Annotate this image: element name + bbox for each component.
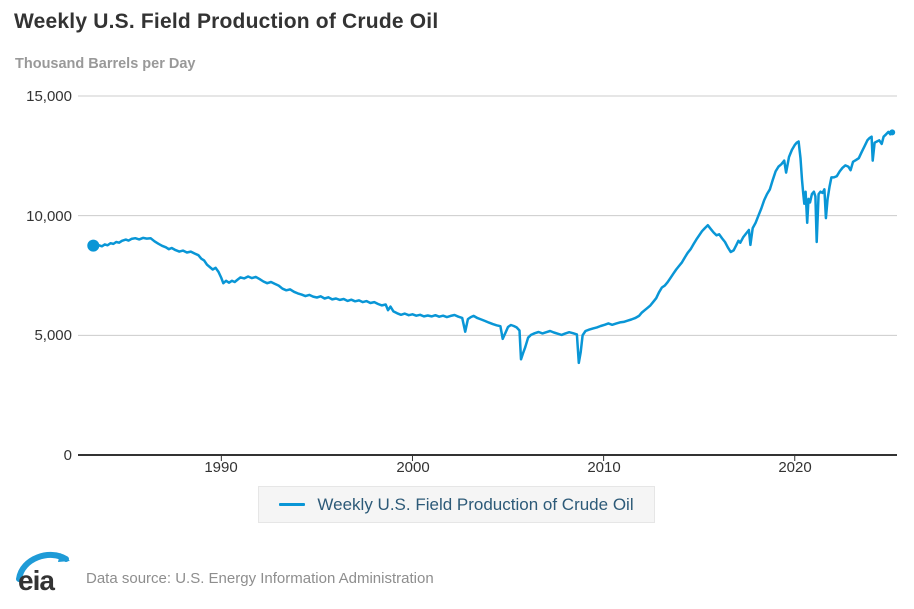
gridlines	[78, 95, 897, 456]
legend-line-swatch	[279, 503, 306, 506]
legend-item[interactable]: Weekly U.S. Field Production of Crude Oi…	[258, 486, 655, 523]
axis-tickmarks	[220, 455, 796, 461]
x-tick-label-1990: 1990	[204, 459, 238, 476]
y-tick-label-0: 0	[63, 447, 72, 464]
legend-label: Weekly U.S. Field Production of Crude Oi…	[317, 494, 634, 514]
series-end-marker	[889, 129, 896, 136]
eia-logo-text: eia	[18, 565, 55, 594]
x-tick-label-2020: 2020	[778, 459, 812, 476]
series-line[interactable]	[92, 130, 894, 365]
page-title: Weekly U.S. Field Production of Crude Oi…	[14, 10, 439, 33]
data-source-text: Data source: U.S. Energy Information Adm…	[86, 570, 434, 587]
x-tick-label-2010: 2010	[587, 459, 621, 476]
x-tick-label-2000: 2000	[396, 459, 430, 476]
axis-units-label: Thousand Barrels per Day	[15, 56, 196, 72]
eia-logo: eia	[16, 552, 70, 594]
series-start-marker	[87, 239, 100, 252]
y-tick-label-15000: 15,000	[26, 88, 72, 105]
y-tick-label-5000: 5,000	[34, 327, 72, 344]
y-tick-label-10000: 10,000	[26, 208, 72, 225]
